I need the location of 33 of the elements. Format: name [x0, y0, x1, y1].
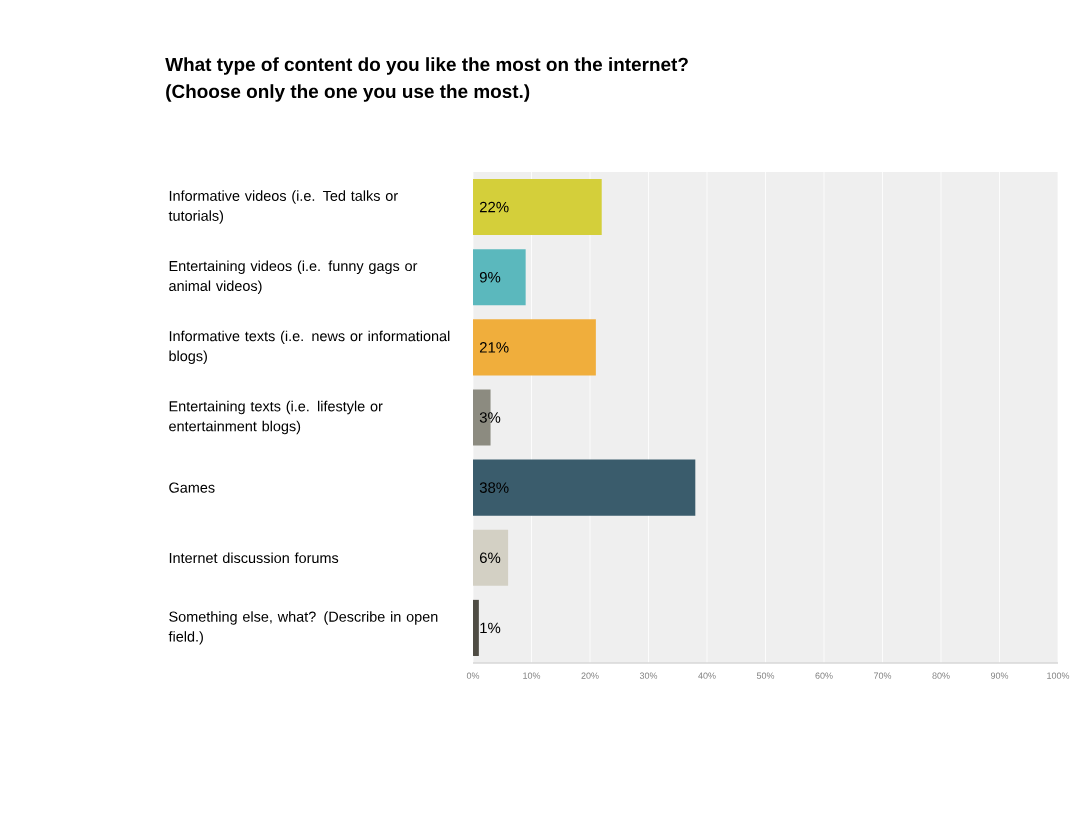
bar: [473, 599, 479, 656]
bar: [473, 249, 526, 306]
bar: [473, 179, 602, 236]
x-tick-label: 20%: [581, 672, 599, 679]
y-tick-label: Something else, what? (Describe in open field.): [168, 611, 438, 645]
x-tick-label: 70%: [873, 672, 892, 679]
y-tick-label: Informative texts (i.e. news or informational blogs): [169, 330, 450, 365]
x-tick-label: 30%: [639, 672, 658, 679]
y-tick-label: Games: [169, 482, 215, 493]
x-tick-label: 50%: [756, 672, 775, 679]
bar: [473, 529, 509, 586]
data-label: 38%: [479, 482, 509, 493]
data-label: 6%: [479, 552, 501, 564]
x-tick-label: 80%: [932, 672, 950, 679]
data-label: 1%: [480, 622, 501, 634]
data-label: 9%: [479, 271, 501, 283]
y-tick-label: Internet discussion forums: [169, 552, 339, 564]
data-label: 21%: [479, 342, 509, 353]
bar: [473, 319, 596, 376]
data-label: 3%: [479, 412, 501, 423]
x-tick-label: 10%: [523, 672, 541, 679]
data-label: 22%: [479, 201, 509, 213]
bar: [473, 459, 696, 516]
x-tick-label: 0%: [466, 672, 480, 679]
x-tick-label: 90%: [990, 672, 1009, 679]
chart-title: What type of content do you like the most on the internet?: [165, 57, 688, 75]
x-tick-label: 60%: [815, 672, 833, 679]
x-tick-label: 40%: [698, 672, 716, 679]
y-tick-label: Informative videos (i.e. Ted talks or tutorials): [168, 190, 398, 224]
x-tick-label: 100%: [1047, 672, 1070, 679]
y-tick-label: Entertaining videos (i.e. funny gags or animal videos): [169, 260, 418, 294]
chart-subtitle: (Choose only the one you use the most.): [166, 84, 530, 102]
y-tick-label: Entertaining texts (i.e. lifestyle or entertainment blogs): [169, 400, 383, 435]
